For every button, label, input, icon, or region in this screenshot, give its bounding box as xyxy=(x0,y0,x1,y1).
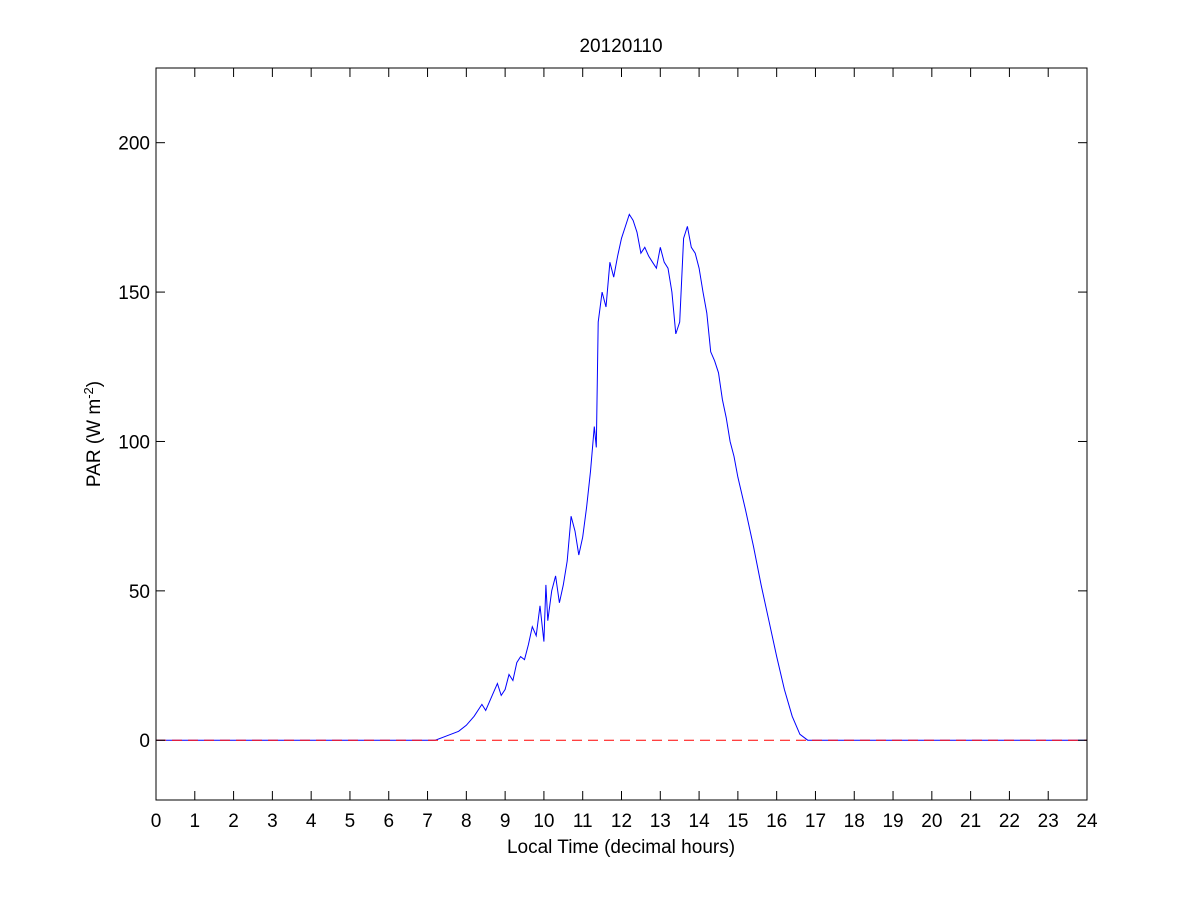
y-axis-label: PAR (W m-2) xyxy=(81,381,105,487)
chart-title: 20120110 xyxy=(579,36,662,57)
x-tick-label: 15 xyxy=(727,811,748,832)
x-tick-label: 11 xyxy=(573,811,593,832)
y-axis-label-tail: ) xyxy=(84,381,105,387)
x-tick-label: 9 xyxy=(500,811,511,832)
x-tick-label: 24 xyxy=(1076,811,1098,832)
y-tick-label: 150 xyxy=(118,283,150,304)
y-tick-label: 0 xyxy=(139,731,150,752)
y-tick-label: 200 xyxy=(118,134,150,155)
x-tick-label: 7 xyxy=(422,811,433,832)
x-tick-label: 8 xyxy=(461,811,472,832)
series-line-0 xyxy=(156,213,1087,741)
x-tick-label: 3 xyxy=(267,811,278,832)
plot-frame xyxy=(155,67,1088,801)
x-tick-label: 12 xyxy=(611,811,632,832)
y-tick-label: 100 xyxy=(118,432,150,453)
x-tick-label: 14 xyxy=(689,811,711,832)
y-axis-label-superscript: -2 xyxy=(81,387,96,399)
x-axis-label: Local Time (decimal hours) xyxy=(507,837,735,858)
x-tick-label: 17 xyxy=(805,811,826,832)
x-tick-label: 10 xyxy=(533,811,554,832)
x-tick-label: 19 xyxy=(882,811,903,832)
x-tick-label: 2 xyxy=(228,811,239,832)
x-tick-label: 1 xyxy=(190,811,201,832)
x-tick-label: 6 xyxy=(383,811,394,832)
x-tick-label: 0 xyxy=(151,811,162,832)
x-tick-label: 23 xyxy=(1038,811,1059,832)
y-tick-label: 50 xyxy=(129,582,150,603)
x-tick-label: 18 xyxy=(844,811,865,832)
x-tick-label: 13 xyxy=(650,811,671,832)
x-tick-label: 5 xyxy=(345,811,356,832)
x-tick-label: 22 xyxy=(999,811,1020,832)
x-tick-label: 16 xyxy=(766,811,787,832)
x-tick-label: 21 xyxy=(960,811,981,832)
x-tick-label: 20 xyxy=(921,811,942,832)
y-axis-label-main: PAR (W m xyxy=(84,399,105,487)
chart-marks: 0 1 2 3 4 5 6 7 8 9 10 11 12 13 14 15 16 17 18 19 20 21 22 23 24… xyxy=(118,67,1098,832)
x-tick-label: 4 xyxy=(306,811,317,832)
